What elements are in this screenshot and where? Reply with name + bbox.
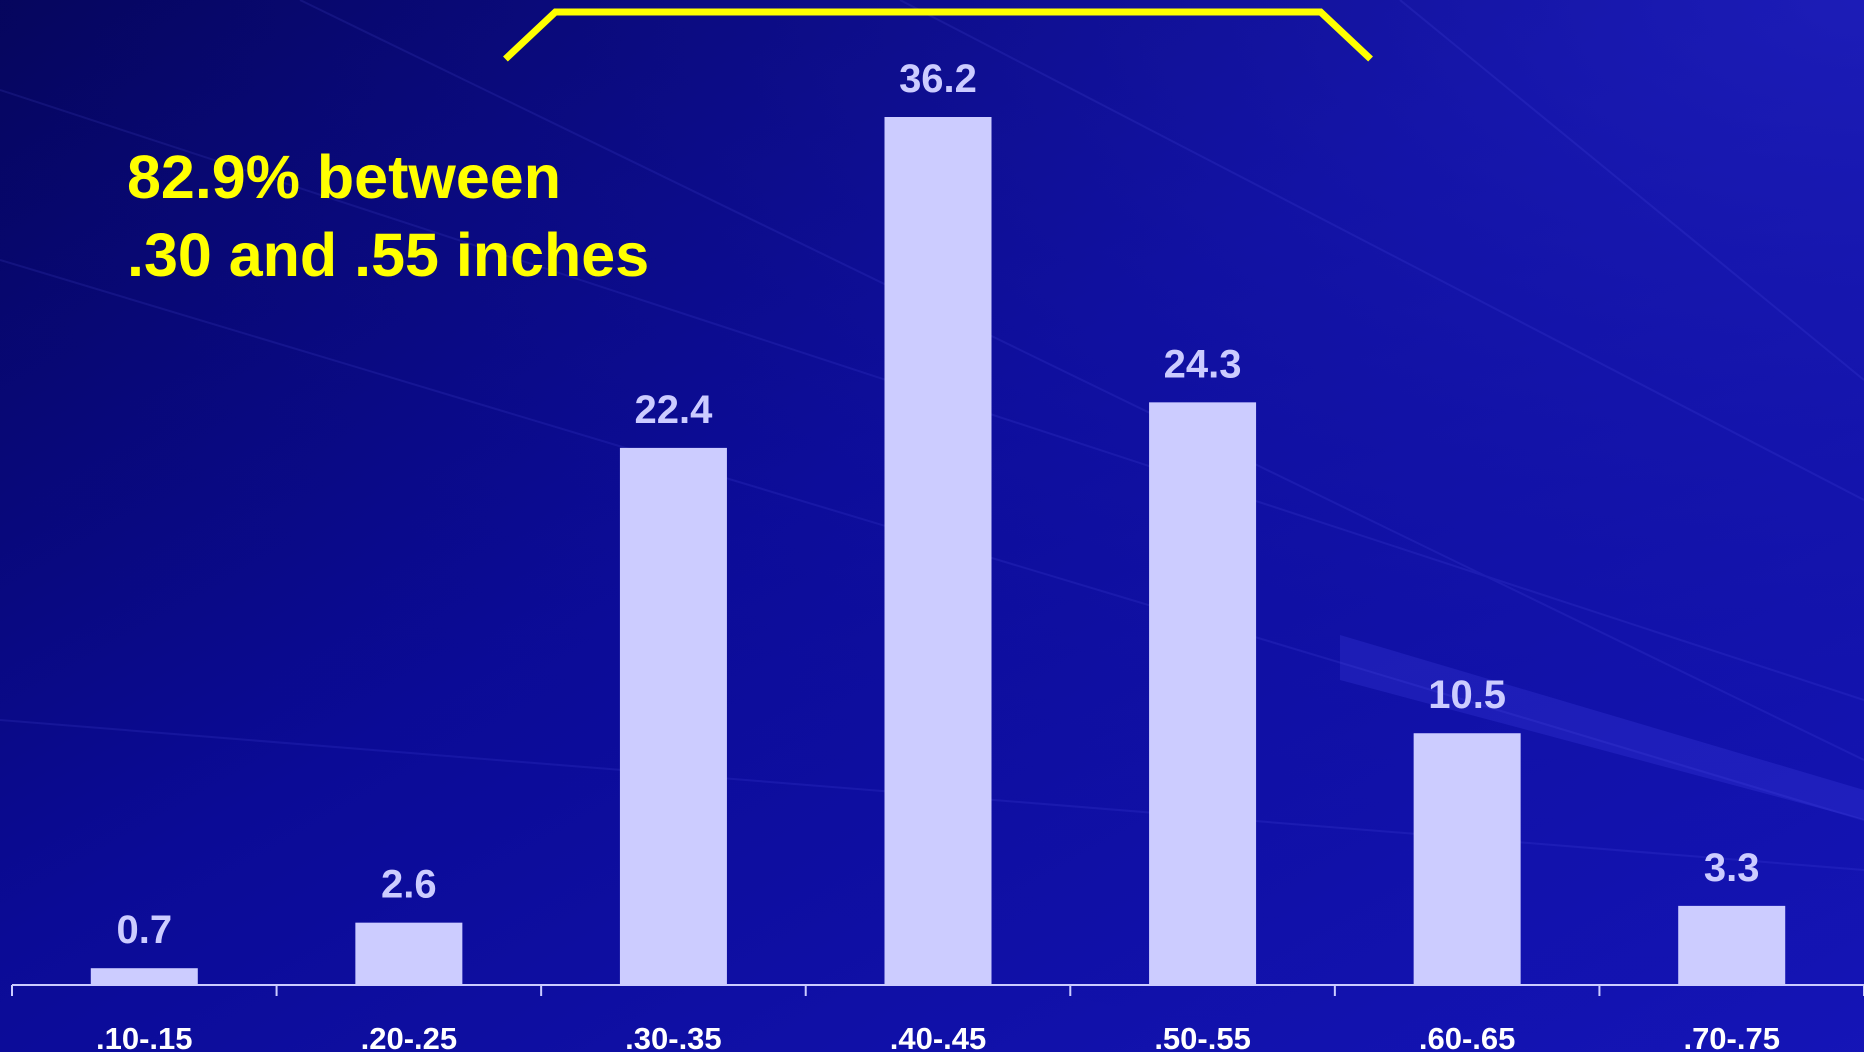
annotation-text: 82.9% between .30 and .55 inches (127, 138, 649, 294)
range-bracket (503, 8, 1373, 62)
bar-value-label: 36.2 (899, 57, 977, 101)
x-tick-label: .20-.25 (361, 1021, 458, 1052)
bar-value-label: 3.3 (1704, 846, 1760, 890)
x-tick-label: .50-.55 (1154, 1021, 1251, 1052)
x-tick-label: .70-.75 (1683, 1021, 1780, 1052)
x-tick-label: .30-.35 (625, 1021, 722, 1052)
bracket-layer (503, 8, 1373, 62)
bar (355, 922, 463, 985)
bar-value-label: 10.5 (1428, 673, 1506, 717)
bar (1149, 402, 1257, 985)
annotation-line-1: 82.9% between (127, 143, 561, 211)
bar (884, 117, 992, 985)
x-tick-label: .40-.45 (890, 1021, 987, 1052)
annotation-line-2: .30 and .55 inches (127, 221, 650, 289)
x-tick-label: .60-.65 (1419, 1021, 1516, 1052)
bar-value-label: 2.6 (381, 863, 437, 907)
bar (90, 968, 198, 985)
bar (619, 447, 727, 985)
x-tick-label: .10-.15 (96, 1021, 193, 1052)
bar (1413, 733, 1521, 985)
bar-value-label: 24.3 (1164, 342, 1242, 386)
bar (1678, 905, 1786, 985)
bar-value-label: 22.4 (634, 388, 713, 432)
bars-layer: 0.7 .10-.15 2.6 .20-.25 22.4 .30-.35 36.2 .40-.… (11, 57, 1864, 1052)
light-streak (1340, 635, 1864, 820)
bar-value-label: 0.7 (116, 908, 172, 952)
